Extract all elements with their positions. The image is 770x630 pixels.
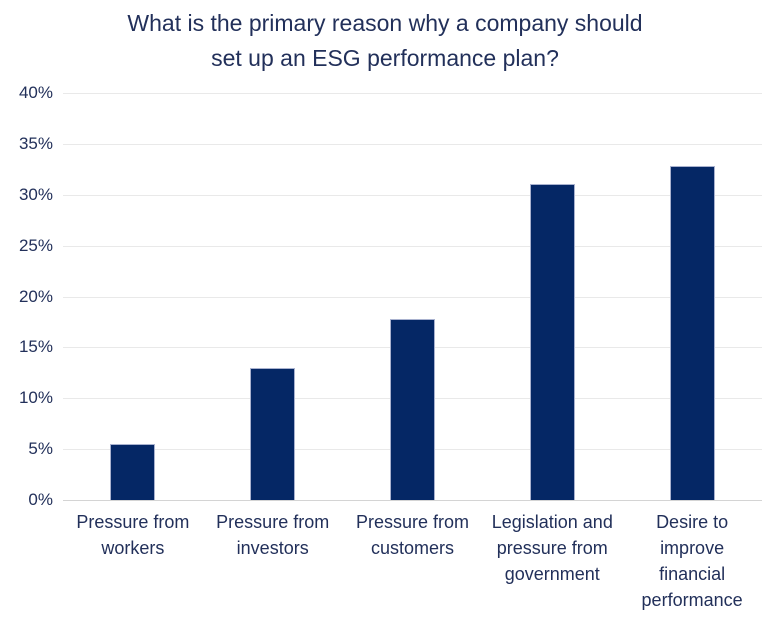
bar-pressure-from-investors: [250, 367, 296, 500]
gridline: [63, 297, 762, 298]
plot-area: 0% 5% 10% 15% 20% 25% 30% 35% 40%: [19, 83, 762, 509]
x-axis-label-legislation-and-pressure-from-government: Legislation and pressure from government: [491, 512, 613, 584]
bar-legislation-and-pressure-from-government: [529, 183, 575, 500]
y-axis-tick-label: 40%: [18, 83, 53, 102]
y-axis-tick-label: 15%: [18, 337, 53, 356]
y-axis-tick-label: 10%: [18, 388, 53, 407]
y-axis-tick-label: 25%: [18, 236, 53, 255]
y-axis-tick-label: 20%: [18, 287, 53, 306]
x-axis-label-pressure-from-workers: Pressure from workers: [76, 512, 190, 558]
x-axis-line: [63, 500, 762, 501]
x-axis-labels: Pressure from workers Pressure from inves…: [63, 509, 762, 619]
bar-desire-to-improve-financial-performance: [669, 166, 715, 500]
gridline: [63, 144, 762, 145]
y-axis-tick-label: 30%: [18, 185, 53, 204]
gridline: [63, 246, 762, 247]
y-axis-tick-label: 0%: [28, 490, 53, 509]
y-axis-tick-label: 5%: [28, 439, 53, 458]
x-axis-label-desire-to-improve-financial-performance: Desire to improve financial performance: [641, 512, 743, 610]
bar-pressure-from-workers: [110, 444, 156, 500]
gridline: [63, 195, 762, 196]
x-axis-label-pressure-from-customers: Pressure from customers: [355, 512, 469, 558]
chart-title: What is the primary reason why a company…: [127, 10, 643, 71]
gridline: [63, 93, 762, 94]
y-axis-tick-label: 35%: [18, 134, 53, 153]
x-axis-label-pressure-from-investors: Pressure from investors: [216, 512, 330, 558]
bar-pressure-from-customers: [390, 318, 435, 500]
